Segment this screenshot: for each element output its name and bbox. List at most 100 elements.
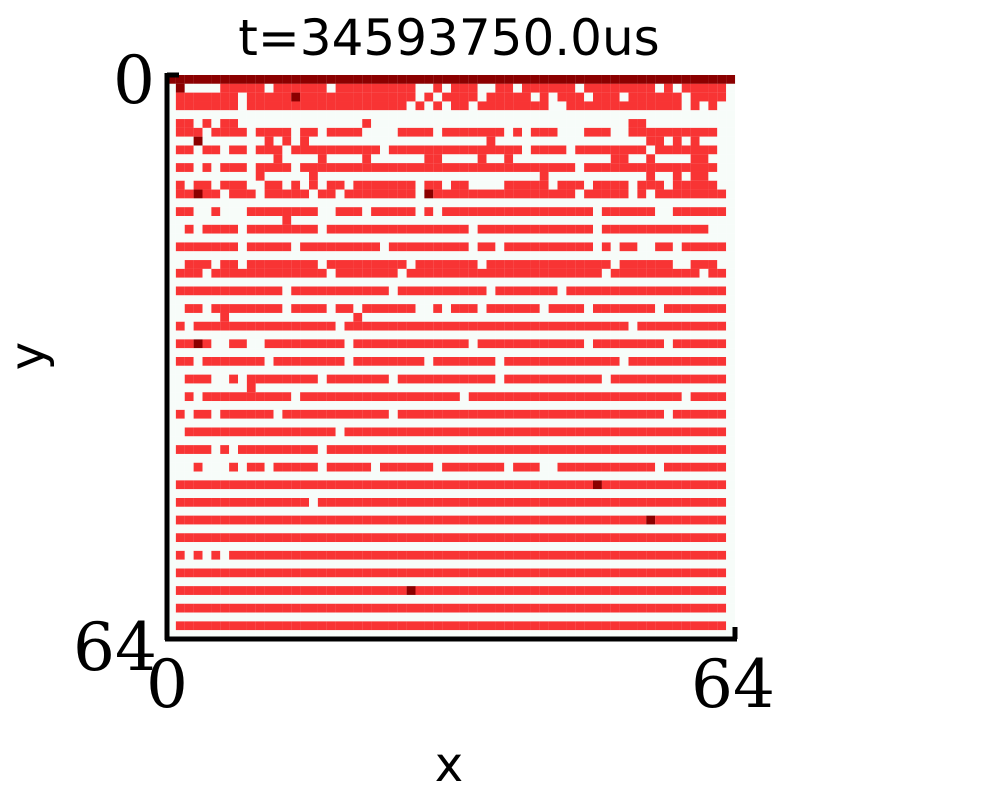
heatmap-cell-r12-c39 — [513, 180, 523, 190]
heatmap-cell-r36-c55 — [655, 392, 665, 402]
heatmap-cell-r53-c48 — [593, 542, 602, 551]
heatmap-cell-r28-c9 — [246, 321, 256, 331]
heatmap-cell-r59-c11 — [264, 594, 274, 604]
heatmap-cell-r22-c15 — [300, 268, 310, 278]
heatmap-cell-r10-c11 — [264, 163, 274, 172]
heatmap-cell-r42-c25 — [388, 445, 398, 454]
heatmap-cell-r20-c10 — [255, 251, 265, 261]
heatmap-cell-r15-c46 — [575, 207, 585, 217]
heatmap-cell-r44-c2 — [184, 462, 194, 472]
heatmap-cell-r9-c31 — [442, 154, 452, 164]
heatmap-cell-r46-c33 — [459, 480, 469, 490]
heatmap-cell-r3-c31 — [442, 101, 452, 111]
heatmap-cell-r58-c43 — [548, 586, 558, 595]
heatmap-cell-r21-c12 — [273, 260, 283, 269]
heatmap-cell-r11-c6 — [220, 171, 230, 181]
heatmap-cell-r6-c27 — [406, 127, 416, 137]
heatmap-cell-r58-c10 — [255, 586, 265, 595]
heatmap-cell-r54-c19 — [335, 550, 345, 560]
heatmap-cell-r14-c20 — [344, 198, 354, 208]
heatmap-cell-r11-c31 — [442, 171, 452, 181]
heatmap-cell-r30-c19 — [335, 339, 345, 349]
heatmap-cell-r56-c20 — [344, 568, 354, 578]
heatmap-cell-r41-c20 — [344, 436, 354, 446]
heatmap-cell-r47-c37 — [495, 489, 505, 499]
heatmap-cell-r27-c45 — [566, 312, 576, 322]
heatmap-cell-r45-c12 — [273, 471, 283, 481]
heatmap-cell-r9-c62 — [717, 154, 727, 164]
heatmap-cell-r56-c54 — [646, 568, 656, 578]
heatmap-cell-r33-c32 — [451, 365, 460, 375]
heatmap-cell-r13-c21 — [353, 189, 363, 199]
heatmap-cell-r4-c5 — [211, 110, 221, 120]
heatmap-cell-r19-c22 — [362, 242, 372, 252]
heatmap-cell-r60-c63 — [726, 603, 736, 613]
heatmap-cell-r3-c49 — [601, 101, 611, 111]
heatmap-cell-r32-c63 — [726, 357, 736, 366]
heatmap-cell-r62-c44 — [557, 621, 567, 631]
heatmap-cell-r21-c26 — [397, 260, 407, 269]
heatmap-cell-r42-c18 — [326, 445, 336, 454]
heatmap-cell-r63-c48 — [593, 630, 602, 640]
heatmap-cell-r28-c10 — [255, 321, 265, 331]
heatmap-cell-r52-c62 — [717, 533, 727, 543]
heatmap-cell-r52-c30 — [433, 533, 443, 543]
heatmap-cell-r59-c17 — [317, 594, 327, 604]
heatmap-cell-r36-c47 — [584, 392, 594, 402]
heatmap-cell-r22-c24 — [380, 268, 389, 278]
heatmap-cell-r37-c17 — [317, 401, 327, 410]
heatmap-cell-r15-c13 — [282, 207, 292, 217]
heatmap-cell-r53-c30 — [433, 542, 443, 551]
heatmap-cell-r50-c18 — [326, 515, 336, 525]
heatmap-cell-r21-c46 — [575, 260, 585, 269]
heatmap-cell-r44-c24 — [380, 462, 389, 472]
heatmap-cell-r44-c10 — [255, 462, 265, 472]
heatmap-cell-r30-c24 — [380, 339, 389, 349]
heatmap-cell-r38-c1 — [175, 409, 185, 419]
heatmap-cell-r7-c17 — [317, 136, 327, 146]
heatmap-cell-r12-c53 — [637, 180, 647, 190]
heatmap-cell-r14-c8 — [238, 198, 247, 208]
heatmap-cell-r62-c46 — [575, 621, 585, 631]
heatmap-cell-r38-c59 — [690, 409, 700, 419]
heatmap-cell-r43-c36 — [486, 453, 496, 463]
heatmap-cell-r53-c53 — [637, 542, 647, 551]
heatmap-cell-r38-c37 — [495, 409, 505, 419]
heatmap-cell-r2-c59 — [690, 92, 700, 102]
heatmap-cell-r26-c32 — [451, 304, 460, 313]
heatmap-cell-r29-c48 — [593, 330, 602, 340]
heatmap-cell-r31-c62 — [717, 348, 727, 358]
heatmap-cell-r18-c19 — [335, 233, 345, 243]
heatmap-cell-r10-c28 — [415, 163, 425, 172]
heatmap-cell-r36-c22 — [362, 392, 372, 402]
heatmap-cell-r19-c60 — [699, 242, 709, 252]
heatmap-cell-r28-c3 — [193, 321, 203, 331]
heatmap-cell-r33-c37 — [495, 365, 505, 375]
heatmap-cell-r20-c41 — [530, 251, 540, 261]
heatmap-cell-r55-c2 — [184, 559, 194, 569]
heatmap-cell-r25-c36 — [486, 295, 496, 305]
heatmap-cell-r34-c42 — [539, 374, 549, 384]
heatmap-cell-r29-c10 — [255, 330, 265, 340]
heatmap-cell-r34-c3 — [193, 374, 203, 384]
heatmap-cell-r9-c30 — [433, 154, 443, 164]
heatmap-cell-r31-c35 — [477, 348, 487, 358]
heatmap-cell-r16-c33 — [459, 216, 469, 225]
heatmap-cell-r45-c6 — [220, 471, 230, 481]
heatmap-cell-r1-c60 — [699, 83, 709, 93]
heatmap-cell-r22-c60 — [699, 268, 709, 278]
heatmap-cell-r17-c14 — [291, 224, 301, 234]
heatmap-cell-r35-c35 — [477, 383, 487, 393]
heatmap-cell-r16-c35 — [477, 216, 487, 225]
heatmap-cell-r40-c3 — [193, 427, 203, 437]
heatmap-cell-r40-c41 — [530, 427, 540, 437]
heatmap-cell-r8-c15 — [300, 145, 310, 155]
heatmap-cell-r16-c59 — [690, 216, 700, 225]
heatmap-cell-r42-c46 — [575, 445, 585, 454]
heatmap-cell-r19-c15 — [300, 242, 310, 252]
heatmap-cell-r27-c22 — [362, 312, 372, 322]
heatmap-cell-r11-c36 — [486, 171, 496, 181]
heatmap-cell-r61-c38 — [504, 612, 514, 622]
heatmap-cell-r50-c47 — [584, 515, 594, 525]
heatmap-cell-r26-c52 — [628, 304, 638, 313]
